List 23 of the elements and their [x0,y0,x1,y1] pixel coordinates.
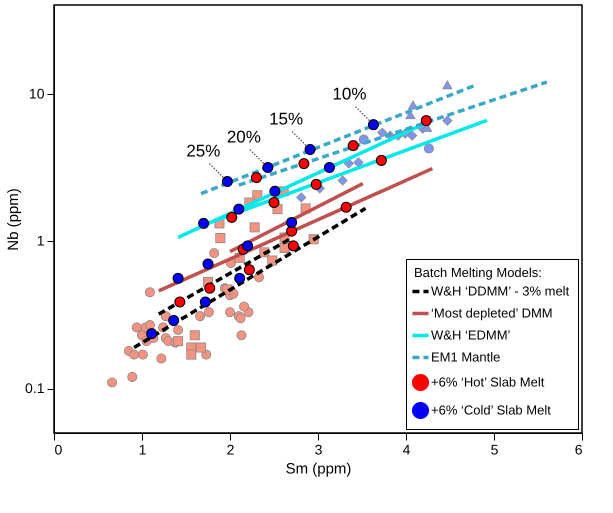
x-tick-label: 1 [138,442,147,458]
x-tick-label: 3 [314,442,323,458]
annotation: 15% [269,109,304,128]
y-axis-title: Nb (ppm) [5,188,22,251]
legend-label: W&H ‘DDMM’ - 3% melt [431,284,570,298]
legend-label: +6% ‘Hot’ Slab Melt [431,374,545,390]
x-tick-label: 6 [574,442,583,458]
y-tick-label: 1 [36,232,45,249]
x-tick-label: 2 [226,442,235,458]
legend-label: +6% ‘Cold’ Slab Melt [431,402,552,418]
y-tick-label: 0.1 [25,380,45,396]
legend-label: EM1 Mantle [431,350,500,364]
annotation: 25% [186,142,220,161]
annotation: 10% [332,84,366,104]
x-tick-label: 0 [54,442,62,458]
y-tick-label: 10 [28,85,45,102]
legend-title: Batch Melting Models: [414,265,542,280]
x-tick-label: 4 [402,442,411,458]
x-tick-label: 5 [490,442,499,458]
legend-label: ‘Most depleted’ DMM [431,306,553,320]
annotation: 20% [226,128,261,147]
legend-label: W&H ‘EDMM’ [431,328,511,342]
x-axis-title: Sm (ppm) [286,460,352,478]
